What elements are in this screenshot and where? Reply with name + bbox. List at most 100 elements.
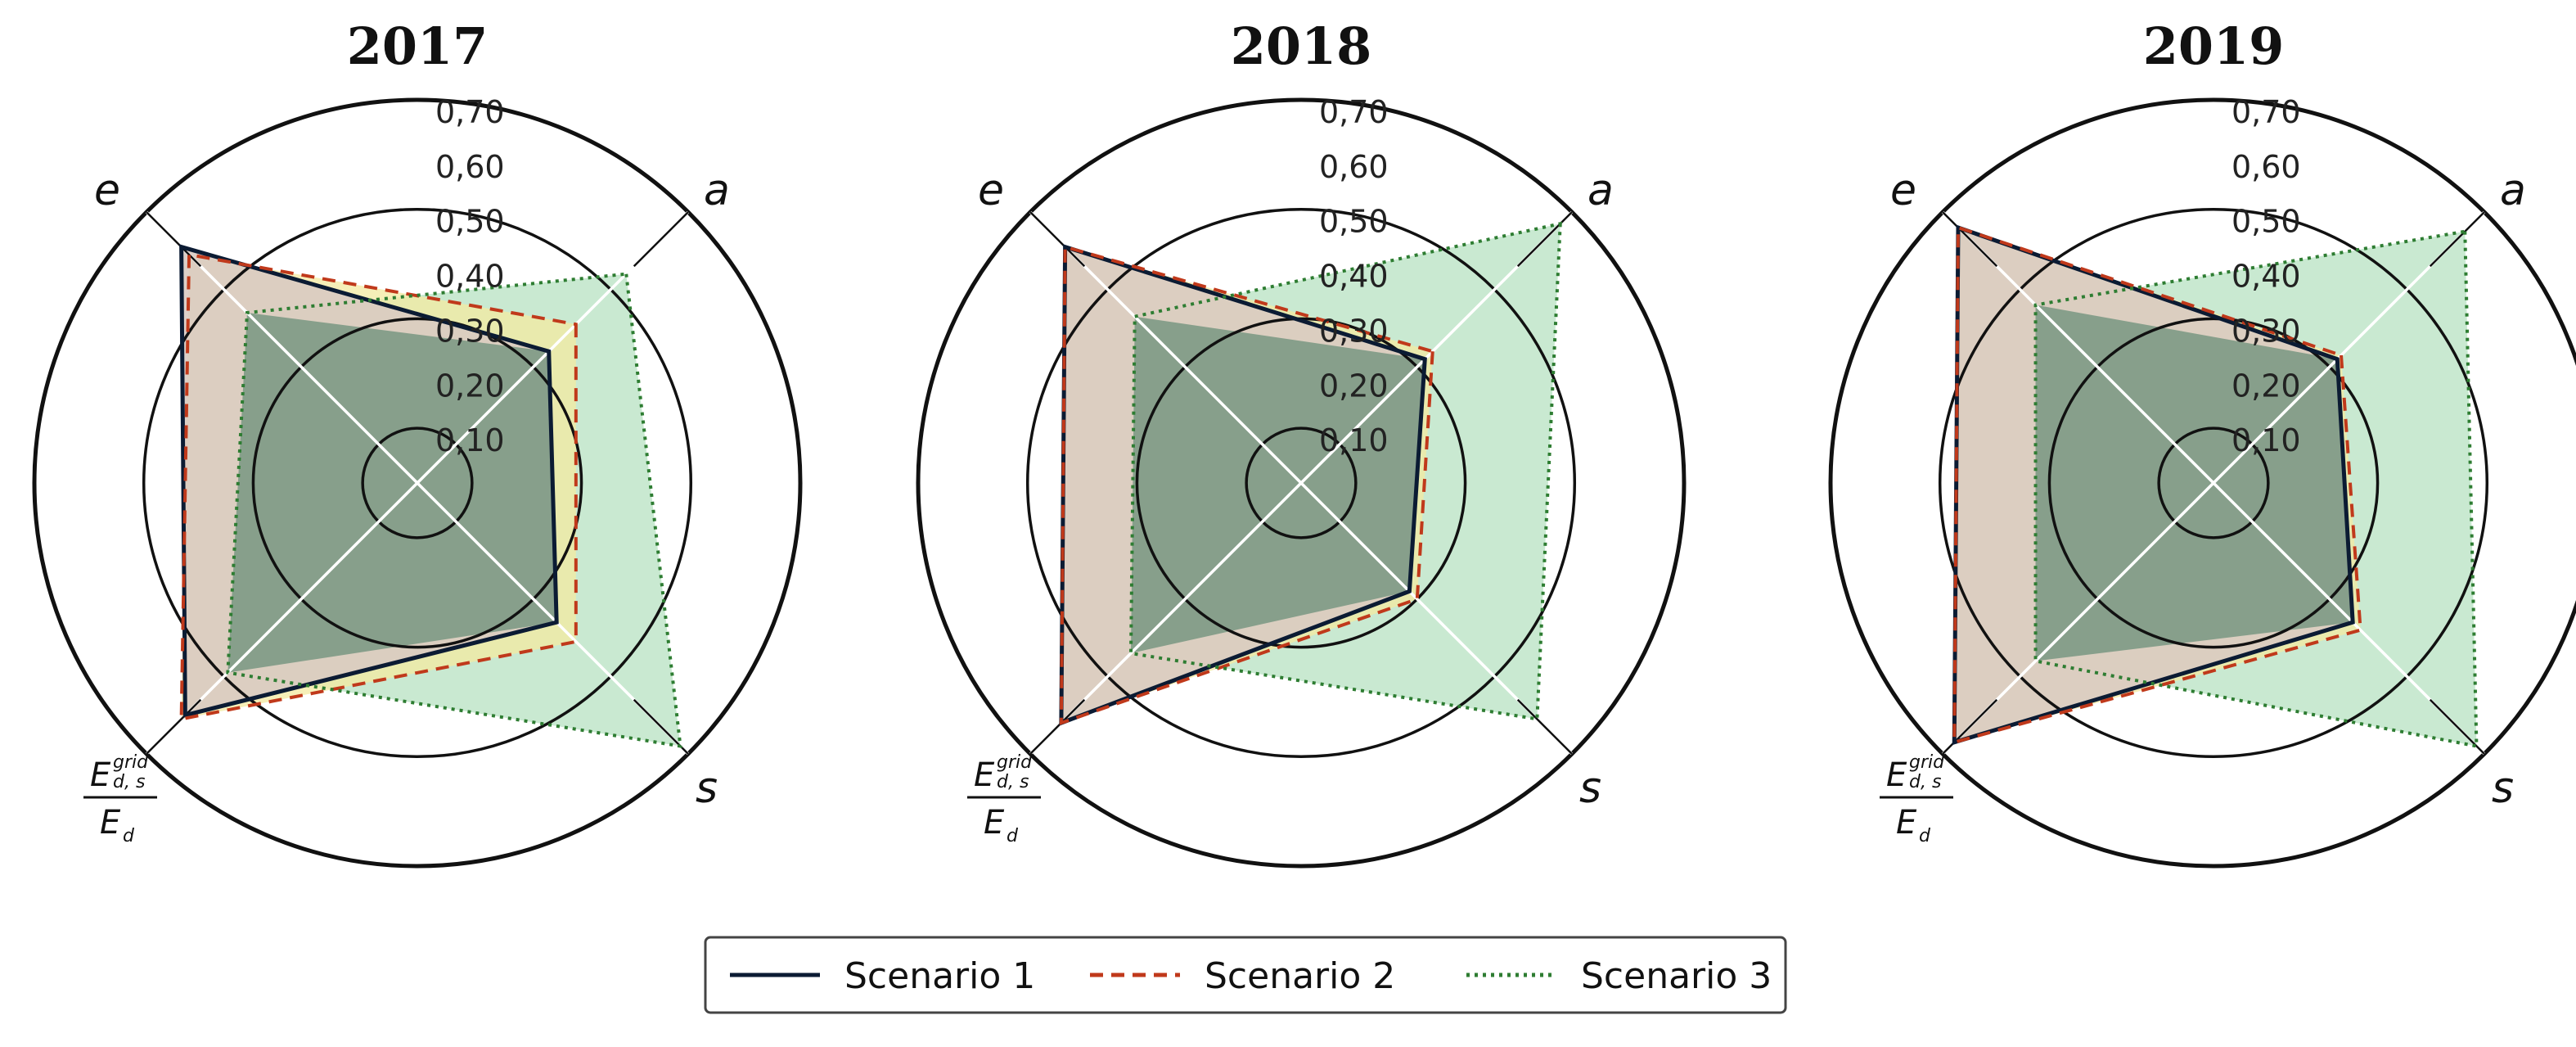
polar-grid xyxy=(32,97,803,869)
chart-title: 2018 xyxy=(1231,16,1372,76)
axis-spoke-outer xyxy=(1516,211,1573,268)
series-fills xyxy=(1061,223,1560,724)
radial-tick-label: 0,10 xyxy=(435,422,505,458)
radial-tick-labels: 0,10 0,20 0,30 0,40 0,50 0,60 0,70 xyxy=(435,94,505,458)
grid-ring xyxy=(916,97,1687,869)
radial-tick-label: 0,60 xyxy=(1319,149,1389,185)
axis-spoke-outer xyxy=(1029,698,1086,755)
series-line-scenario-1 xyxy=(179,244,559,718)
radial-tick-label: 0,30 xyxy=(1319,313,1389,349)
series-line-scenario-3 xyxy=(226,272,682,748)
grid-ring xyxy=(32,97,803,869)
axis-label-s: s xyxy=(1579,764,1601,813)
grid-ring xyxy=(1025,207,1577,759)
legend-label-1: Scenario 1 xyxy=(844,955,1035,997)
radar-chart-2018: 2018 0,10 0,20 0,30 0,40 0,50 0,60 0,70 a s e E grid… xyxy=(916,16,1687,869)
radial-tick-label: 0,20 xyxy=(2231,368,2301,404)
radial-tick-label: 0,70 xyxy=(2231,94,2301,130)
grid-ring xyxy=(251,317,583,649)
frac-denominator: E xyxy=(100,804,121,842)
series-lines xyxy=(1059,221,1562,726)
frac-subscript: d, s xyxy=(997,772,1029,792)
polar-grid xyxy=(916,97,1687,869)
polar-grid xyxy=(1828,97,2576,869)
grid-ring xyxy=(2157,426,2270,539)
radial-tick-label: 0,50 xyxy=(1319,204,1389,240)
radial-tick-label: 0,20 xyxy=(435,368,505,404)
axis-spoke-outer xyxy=(146,698,202,755)
axis-spoke-outer xyxy=(633,211,689,268)
chart-title: 2017 xyxy=(347,16,489,76)
frac-den-subscript: d xyxy=(123,826,135,846)
radial-tick-label: 0,70 xyxy=(435,94,505,130)
radial-tick-label: 0,20 xyxy=(1319,368,1389,404)
series-core-fill xyxy=(227,312,557,673)
frac-numerator: E xyxy=(1886,756,1907,794)
series-line-scenario-2 xyxy=(1059,244,1434,725)
legend: Scenario 1 Scenario 2 Scenario 3 xyxy=(704,936,1787,1014)
radial-tick-label: 0,50 xyxy=(2231,204,2301,240)
series-line-scenario-3 xyxy=(1128,221,1562,721)
series-line-scenario-3 xyxy=(2033,229,2479,748)
axis-spoke-outer xyxy=(1942,211,1998,268)
frac-numerator: E xyxy=(90,756,111,794)
axis-label-a: a xyxy=(704,166,730,215)
frac-numerator: E xyxy=(974,756,995,794)
axis-label-e: e xyxy=(94,166,120,215)
frac-superscript: grid xyxy=(113,752,149,773)
axis-spoke-outer xyxy=(2429,211,2485,268)
frac-denominator: E xyxy=(1896,804,1917,842)
frac-den-subscript: d xyxy=(1919,826,1931,846)
radar-chart-2017: 2017 0,10 0,20 0,30 0,40 0,50 0,60 0,70 a s e E grid… xyxy=(32,16,803,869)
frac-subscript: d, s xyxy=(1909,772,1941,792)
series-lines xyxy=(1952,224,2479,748)
radial-tick-label: 0,40 xyxy=(1319,259,1389,295)
radar-chart-2019: 2019 0,10 0,20 0,30 0,40 0,50 0,60 0,70 a s e E grid… xyxy=(1828,16,2576,869)
radial-tick-labels: 0,10 0,20 0,30 0,40 0,50 0,60 0,70 xyxy=(1319,94,1389,458)
radial-tick-label: 0,50 xyxy=(435,204,505,240)
series-line-scenario-2 xyxy=(1952,225,2362,745)
legend-label-3: Scenario 3 xyxy=(1581,955,1772,997)
radial-tick-label: 0,10 xyxy=(2231,422,2301,458)
frac-superscript: grid xyxy=(997,752,1033,773)
frac-den-subscript: d xyxy=(1007,826,1019,846)
axis-spoke-outer xyxy=(1029,211,1086,268)
series-core-fill xyxy=(1130,316,1425,654)
legend-frame xyxy=(704,936,1787,1014)
axis-spoke-outer xyxy=(1516,698,1573,755)
axis-label-a: a xyxy=(2500,166,2526,215)
radial-tick-labels: 0,10 0,20 0,30 0,40 0,50 0,60 0,70 xyxy=(2231,94,2301,458)
axis-label-a: a xyxy=(1587,166,1614,215)
grid-ring xyxy=(1245,426,1358,539)
radial-tick-label: 0,70 xyxy=(1319,94,1389,130)
axis-label-e: e xyxy=(978,166,1004,215)
grid-ring xyxy=(2047,317,2380,649)
axis-spoke-outer xyxy=(146,211,202,268)
axis-spoke-outer xyxy=(1942,698,1998,755)
radial-tick-label: 0,60 xyxy=(435,149,505,185)
radial-tick-label: 0,30 xyxy=(435,313,505,349)
radial-tick-label: 0,10 xyxy=(1319,422,1389,458)
frac-superscript: grid xyxy=(1909,752,1945,773)
chart-title: 2019 xyxy=(2143,16,2285,76)
radial-tick-label: 0,40 xyxy=(435,259,505,295)
series-core-fill xyxy=(2035,305,2353,661)
grid-ring xyxy=(361,426,474,539)
grid-ring xyxy=(1938,207,2489,759)
legend-label-2: Scenario 2 xyxy=(1205,955,1395,997)
radial-tick-label: 0,30 xyxy=(2231,313,2301,349)
grid-ring xyxy=(1828,97,2576,869)
series-lines xyxy=(179,244,682,748)
frac-denominator: E xyxy=(984,804,1005,842)
frac-subscript: d, s xyxy=(113,772,145,792)
grid-ring xyxy=(142,207,693,759)
radial-tick-label: 0,40 xyxy=(2231,259,2301,295)
axis-label-s: s xyxy=(2492,764,2514,813)
radial-tick-label: 0,60 xyxy=(2231,149,2301,185)
